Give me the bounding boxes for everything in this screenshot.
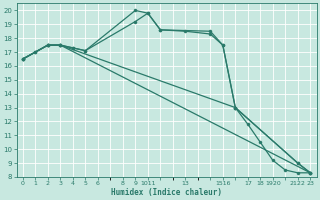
X-axis label: Humidex (Indice chaleur): Humidex (Indice chaleur) bbox=[111, 188, 222, 197]
